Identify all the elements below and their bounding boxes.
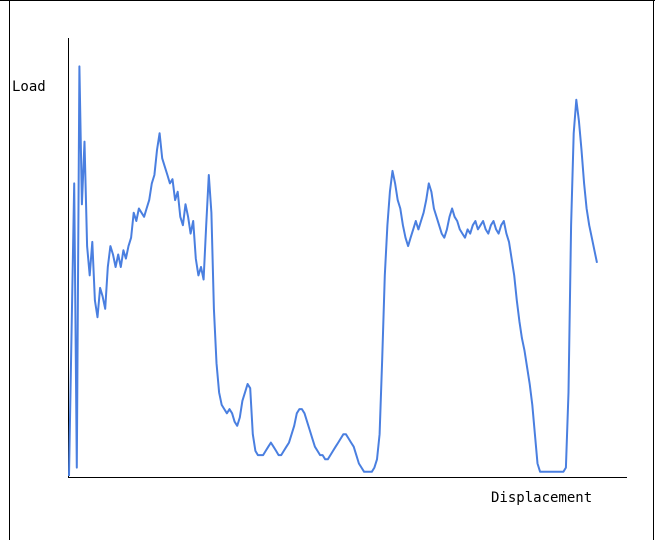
series-layer — [68, 65, 598, 477]
y-axis-label: Load — [12, 79, 46, 95]
x-axis-label: Displacement — [491, 490, 592, 506]
series-line-0 — [68, 65, 598, 477]
